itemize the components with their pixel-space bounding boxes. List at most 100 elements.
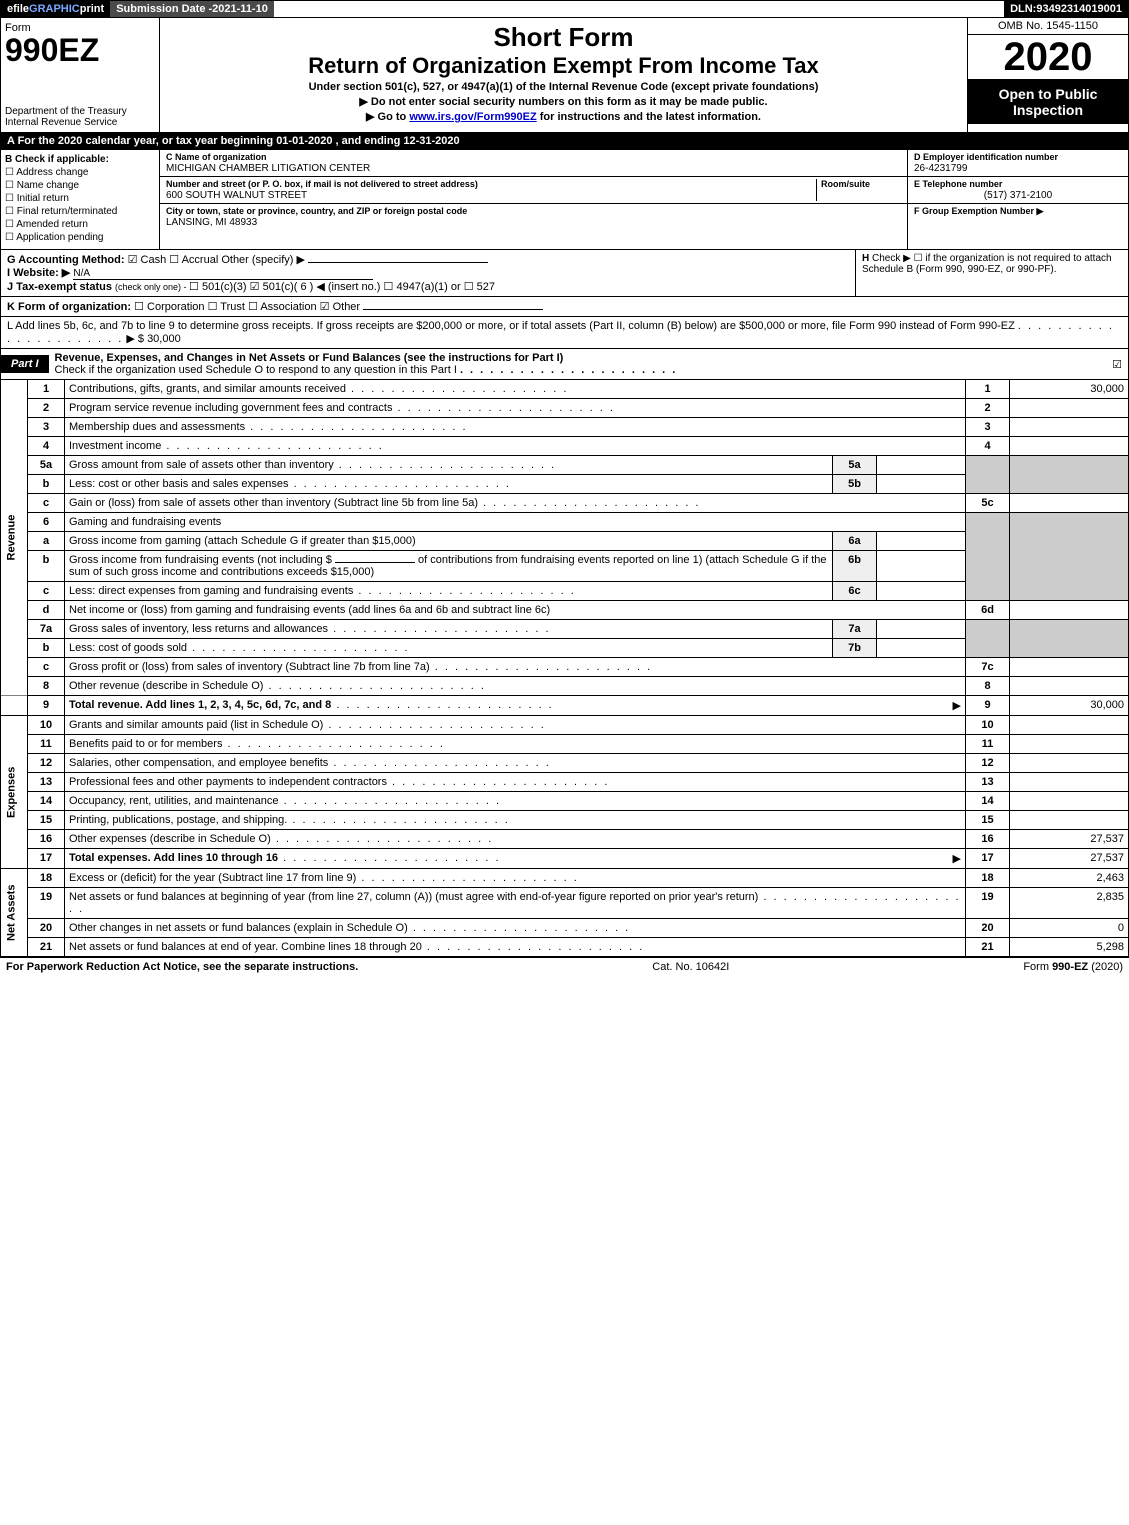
- g-other: Other (specify) ▶: [221, 254, 305, 266]
- l6b-num: b: [28, 551, 65, 582]
- part-1-title-text: Revenue, Expenses, and Changes in Net As…: [55, 352, 564, 364]
- l18-num: 18: [28, 869, 65, 888]
- l3-val: [1010, 418, 1129, 437]
- l6d-desc: Net income or (loss) from gaming and fun…: [65, 601, 966, 620]
- addr-label: Number and street (or P. O. box, if mail…: [166, 179, 478, 189]
- l10-val: [1010, 716, 1129, 735]
- l7c-rnum: 7c: [966, 658, 1010, 677]
- street-address: 600 SOUTH WALNUT STREET: [166, 190, 307, 201]
- l11-num: 11: [28, 735, 65, 754]
- l9-arrow: ▶: [953, 699, 961, 712]
- l18-val: 2,463: [1010, 869, 1129, 888]
- city-state-zip: LANSING, MI 48933: [166, 217, 257, 228]
- header-center: Short Form Return of Organization Exempt…: [160, 18, 967, 132]
- l-row: L Add lines 5b, 6c, and 7b to line 9 to …: [0, 317, 1129, 349]
- l7c-val: [1010, 658, 1129, 677]
- g-cash[interactable]: Cash: [128, 254, 167, 266]
- l1-rnum: 1: [966, 380, 1010, 399]
- chk-initial-return[interactable]: Initial return: [5, 193, 155, 204]
- l5b-subval: [877, 475, 966, 494]
- sub-line-2: ▶ Do not enter social security numbers o…: [164, 95, 963, 108]
- irs-link[interactable]: www.irs.gov/Form990EZ: [409, 111, 536, 123]
- j-527[interactable]: 527: [464, 281, 495, 293]
- l8-val: [1010, 677, 1129, 696]
- l6a-subval: [877, 532, 966, 551]
- j-501c[interactable]: 501(c)( 6 ) ◀ (insert no.): [250, 281, 381, 293]
- l5c-num: c: [28, 494, 65, 513]
- chk-address-change[interactable]: Address change: [5, 167, 155, 178]
- submission-label: Submission Date -: [116, 3, 212, 15]
- efile-graphic-link[interactable]: GRAPHIC: [29, 3, 80, 15]
- org-name: MICHIGAN CHAMBER LITIGATION CENTER: [166, 163, 370, 174]
- dln-badge: DLN: 93492314019001: [1004, 1, 1128, 17]
- chk-amended-return[interactable]: Amended return: [5, 219, 155, 230]
- omb-number: OMB No. 1545-1150: [968, 18, 1128, 35]
- l19-num: 19: [28, 888, 65, 919]
- footer-right: Form 990-EZ (2020): [1023, 961, 1123, 973]
- block-b: B Check if applicable: Address change Na…: [1, 150, 160, 249]
- k-corp[interactable]: Corporation: [134, 301, 204, 313]
- l6c-num: c: [28, 582, 65, 601]
- efile-print-button[interactable]: efile GRAPHIC print: [1, 1, 110, 17]
- website: N/A: [73, 268, 373, 280]
- l15-num: 15: [28, 811, 65, 830]
- l7c-desc: Gross profit or (loss) from sales of inv…: [65, 658, 966, 677]
- l10-num: 10: [28, 716, 65, 735]
- k-other[interactable]: Other: [320, 301, 360, 313]
- l6a-num: a: [28, 532, 65, 551]
- k-trust[interactable]: Trust: [208, 301, 245, 313]
- chk-application-pending[interactable]: Application pending: [5, 232, 155, 243]
- j-4947[interactable]: 4947(a)(1) or: [384, 281, 461, 293]
- l14-num: 14: [28, 792, 65, 811]
- l13-val: [1010, 773, 1129, 792]
- l16-desc: Other expenses (describe in Schedule O): [65, 830, 966, 849]
- chk-final-return[interactable]: Final return/terminated: [5, 206, 155, 217]
- l6c-subval: [877, 582, 966, 601]
- g-accrual[interactable]: Accrual: [169, 254, 218, 266]
- header-left: Form 990EZ Department of the Treasury In…: [1, 18, 160, 132]
- chk-name-change[interactable]: Name change: [5, 180, 155, 191]
- l17-desc-text: Total expenses. Add lines 10 through 16: [69, 852, 278, 864]
- l13-num: 13: [28, 773, 65, 792]
- l5a-sub: 5a: [833, 456, 877, 475]
- long-title: Return of Organization Exempt From Incom…: [164, 53, 963, 79]
- l5c-desc: Gain or (loss) from sale of assets other…: [65, 494, 966, 513]
- k-assoc[interactable]: Association: [248, 301, 317, 313]
- l19-rnum: 19: [966, 888, 1010, 919]
- b-title: B Check if applicable:: [5, 154, 109, 165]
- l4-desc: Investment income: [65, 437, 966, 456]
- g-label: G Accounting Method:: [7, 254, 125, 266]
- l5a-desc: Gross amount from sale of assets other t…: [65, 456, 833, 475]
- h-text: Check ▶ ☐ if the organization is not req…: [862, 253, 1112, 275]
- l6d-rnum: 6d: [966, 601, 1010, 620]
- l16-val: 27,537: [1010, 830, 1129, 849]
- ein: 26-4231799: [914, 163, 967, 174]
- j-501c3[interactable]: 501(c)(3): [189, 281, 247, 293]
- l12-num: 12: [28, 754, 65, 773]
- l5ab-greynum: [966, 456, 1010, 494]
- l6-num: 6: [28, 513, 65, 532]
- part-1-checkbox[interactable]: ☑: [1106, 355, 1128, 374]
- j-label: J Tax-exempt status: [7, 281, 112, 293]
- block-def: D Employer identification number 26-4231…: [907, 150, 1128, 249]
- e-row: E Telephone number (517) 371-2100: [908, 177, 1128, 204]
- part-1-header: Part I Revenue, Expenses, and Changes in…: [0, 349, 1129, 380]
- l19-desc: Net assets or fund balances at beginning…: [65, 888, 966, 919]
- l6c-sub: 6c: [833, 582, 877, 601]
- l7a-subval: [877, 620, 966, 639]
- l10-desc: Grants and similar amounts paid (list in…: [65, 716, 966, 735]
- l7ab-greyval: [1010, 620, 1129, 658]
- l7ab-greynum: [966, 620, 1010, 658]
- l9-val: 30,000: [1010, 696, 1129, 716]
- l7a-sub: 7a: [833, 620, 877, 639]
- l5c-val: [1010, 494, 1129, 513]
- l6b-subval: [877, 551, 966, 582]
- part-1-label: Part I: [1, 355, 49, 373]
- header-right: OMB No. 1545-1150 2020 Open to Public In…: [967, 18, 1128, 132]
- l12-desc: Salaries, other compensation, and employ…: [65, 754, 966, 773]
- g-other-line: [308, 262, 488, 263]
- part-1-title: Revenue, Expenses, and Changes in Net As…: [49, 349, 1107, 379]
- l5a-subval: [877, 456, 966, 475]
- footer-right-form: 990-EZ: [1052, 961, 1088, 973]
- l6a-desc: Gross income from gaming (attach Schedul…: [65, 532, 833, 551]
